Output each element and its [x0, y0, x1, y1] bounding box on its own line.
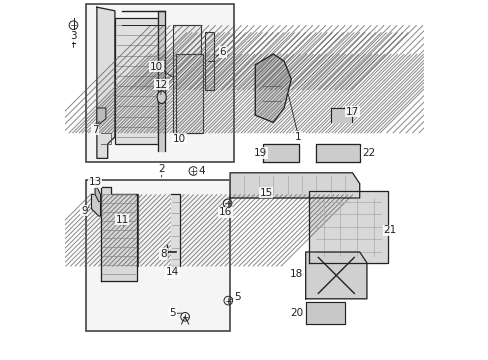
FancyBboxPatch shape	[172, 25, 201, 133]
Text: 10: 10	[149, 62, 163, 72]
Polygon shape	[97, 108, 106, 126]
Text: 10: 10	[173, 134, 186, 144]
Text: 13: 13	[88, 177, 102, 187]
Text: 4: 4	[198, 166, 204, 176]
Text: 17: 17	[345, 107, 358, 117]
Text: 5: 5	[169, 308, 176, 318]
Polygon shape	[262, 144, 298, 162]
Polygon shape	[101, 187, 136, 281]
Text: 19: 19	[254, 148, 267, 158]
Polygon shape	[309, 191, 387, 263]
Text: 14: 14	[165, 267, 179, 277]
Bar	[86, 4, 233, 162]
Polygon shape	[316, 144, 359, 162]
Bar	[115, 18, 158, 144]
Text: 6: 6	[219, 47, 226, 57]
Polygon shape	[330, 108, 352, 122]
Text: 7: 7	[92, 125, 98, 135]
Text: 2: 2	[158, 164, 164, 174]
Text: 15: 15	[259, 188, 272, 198]
Text: 20: 20	[289, 308, 303, 318]
Text: 5: 5	[234, 292, 240, 302]
Text: 12: 12	[155, 80, 168, 90]
Polygon shape	[255, 54, 291, 122]
Text: 22: 22	[361, 148, 375, 158]
FancyBboxPatch shape	[176, 54, 203, 133]
Polygon shape	[170, 194, 179, 266]
Text: 1: 1	[295, 132, 301, 142]
Text: 21: 21	[383, 225, 396, 235]
Text: 9: 9	[81, 206, 87, 216]
Text: 3: 3	[70, 31, 77, 41]
Polygon shape	[305, 252, 366, 299]
Ellipse shape	[157, 91, 166, 104]
Polygon shape	[305, 302, 345, 324]
FancyBboxPatch shape	[204, 32, 213, 90]
Polygon shape	[158, 11, 165, 151]
Bar	[86, 180, 230, 331]
Text: 8: 8	[160, 249, 166, 259]
Polygon shape	[95, 187, 101, 202]
Polygon shape	[97, 7, 115, 158]
Text: 18: 18	[289, 269, 303, 279]
Polygon shape	[230, 173, 359, 198]
Text: 16: 16	[218, 207, 232, 217]
FancyBboxPatch shape	[107, 194, 138, 266]
Text: 11: 11	[115, 215, 128, 225]
Polygon shape	[91, 194, 101, 216]
